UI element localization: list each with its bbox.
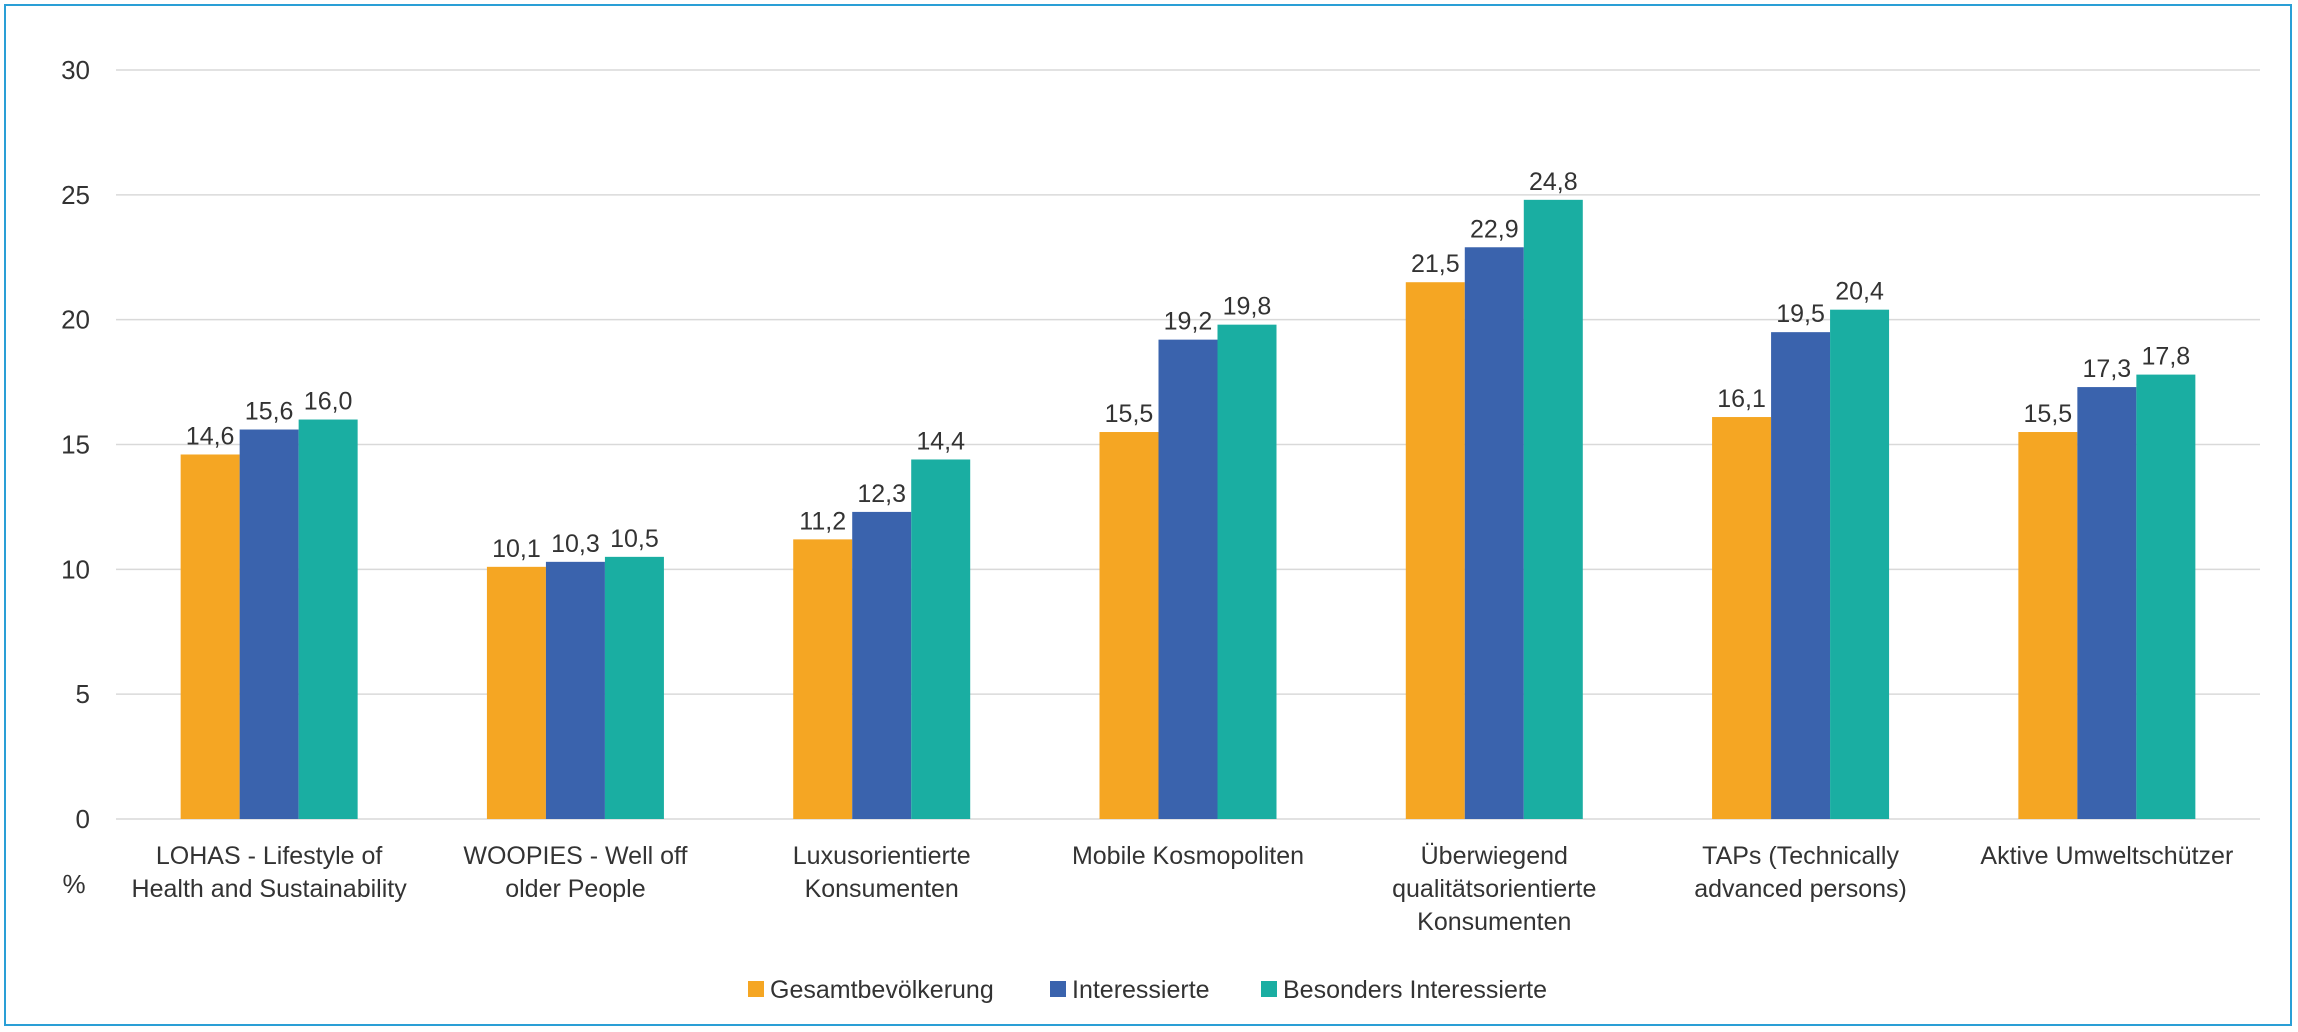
bar-1-3 [298,419,358,819]
data-label-3-1: 11,2 [799,507,846,535]
legend-label-1: Gesamtbevölkerung [770,976,994,1004]
legend-swatch-1 [748,981,764,997]
y-tick-label-30: 30 [61,55,90,85]
bar-6-1 [1712,417,1772,819]
bar-5-1 [1405,282,1465,819]
data-label-6-3: 20,4 [1835,278,1884,306]
bar-4-2 [1158,339,1218,819]
data-label-2-3: 10,5 [610,525,659,553]
bar-6-3 [1830,309,1890,819]
bar-3-2 [852,511,912,819]
x-tick-label-5-line-1: Überwiegend [1421,842,1568,870]
y-tick-label-5: 5 [76,679,90,709]
x-tick-label-2-line-1: WOOPIES - Well off [463,842,687,870]
data-label-3-2: 12,3 [857,480,906,508]
x-tick-label-1-line-2: Health and Sustainability [132,875,408,903]
data-label-7-3: 17,8 [2142,343,2191,371]
x-tick-label-2-line-2: older People [505,875,645,903]
data-label-5-2: 22,9 [1470,215,1519,243]
data-label-6-2: 19,5 [1776,300,1825,328]
x-tick-label-5-line-2: qualitätsorientierte [1392,875,1596,903]
bar-1-1 [180,454,240,819]
y-tick-label-20: 20 [61,305,90,335]
data-label-1-1: 14,6 [186,422,235,450]
x-tick-label-3-line-2: Konsumenten [805,875,959,903]
data-label-4-2: 19,2 [1164,308,1213,336]
bar-4-3 [1217,324,1277,819]
bar-3-3 [911,459,971,819]
bar-4-1 [1099,432,1159,819]
x-tick-label-3-line-1: Luxusorientierte [793,842,971,870]
bar-2-3 [604,556,664,819]
legend-swatch-3 [1261,981,1277,997]
data-label-2-1: 10,1 [492,535,541,563]
data-label-3-3: 14,4 [916,427,965,455]
data-label-5-3: 24,8 [1529,168,1578,196]
x-tick-label-1-line-1: LOHAS - Lifestyle of [156,842,383,870]
y-tick-label-10: 10 [61,554,90,584]
bar-3-1 [793,539,853,819]
bar-7-2 [2077,387,2137,819]
data-label-4-3: 19,8 [1223,293,1272,321]
bar-5-3 [1523,199,1583,819]
y-tick-label-0: 0 [76,804,90,834]
y-axis-label: % [62,869,85,899]
data-label-1-2: 15,6 [245,398,294,426]
bar-7-1 [2018,432,2078,819]
x-tick-label-7-line-1: Aktive Umweltschützer [1980,842,2233,870]
legend-label-2: Interessierte [1072,976,1210,1004]
bar-6-2 [1771,332,1831,819]
data-label-2-2: 10,3 [551,530,600,558]
data-label-6-1: 16,1 [1717,385,1766,413]
data-label-7-1: 15,5 [2024,400,2073,428]
y-tick-label-15: 15 [61,430,90,460]
data-label-5-1: 21,5 [1411,250,1460,278]
data-label-1-3: 16,0 [304,388,353,416]
bar-5-2 [1464,247,1524,820]
bar-2-1 [486,566,546,819]
data-label-4-1: 15,5 [1105,400,1154,428]
x-tick-label-6-line-2: advanced persons) [1694,875,1907,903]
x-tick-label-4-line-1: Mobile Kosmopoliten [1072,842,1304,870]
bar-1-2 [239,429,299,819]
data-label-7-2: 17,3 [2083,355,2132,383]
bar-2-2 [545,561,605,819]
x-tick-label-6-line-1: TAPs (Technically [1702,842,1899,870]
x-tick-label-5-line-3: Konsumenten [1417,908,1571,936]
legend-label-3: Besonders Interessierte [1283,976,1547,1004]
y-tick-label-25: 25 [61,180,90,210]
legend-swatch-2 [1050,981,1066,997]
bar-7-3 [2136,374,2196,819]
